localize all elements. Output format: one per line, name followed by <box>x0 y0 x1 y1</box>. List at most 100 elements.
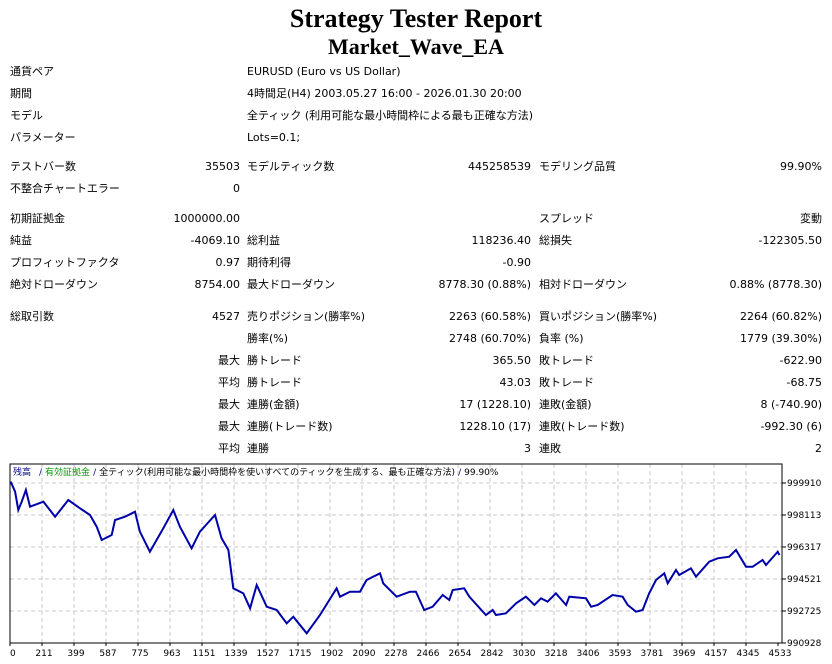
x-tick-label: 3781 <box>641 649 664 659</box>
stat-label: 連敗 <box>539 442 561 455</box>
legend-separator: / <box>39 468 43 478</box>
stat-label: 勝率(%) <box>247 332 289 345</box>
stat-value: 0.88% (8778.30) <box>729 278 822 291</box>
legend-separator: / <box>458 468 462 478</box>
stat-value: -622.90 <box>779 354 822 367</box>
stat-label: 連勝 <box>247 442 269 455</box>
info-label: 通貨ペア <box>10 65 54 78</box>
y-tick-label: 994521 <box>787 575 821 585</box>
stat-label: 絶対ドローダウン <box>10 278 98 291</box>
x-tick-label: 1715 <box>289 649 312 659</box>
stat-value: -992.30 (6) <box>760 420 822 433</box>
legend-balance: 残高 <box>13 466 31 478</box>
info-row: パラメーター Lots=0.1; <box>0 127 832 149</box>
stat-label: 相対ドローダウン <box>539 278 627 291</box>
stat-value: 1228.10 (17) <box>459 420 531 433</box>
stat-value: 平均 <box>218 442 240 455</box>
stat-value: 最大 <box>218 354 240 367</box>
ea-name: Market_Wave_EA <box>328 34 504 59</box>
stat-value: 2264 (60.82%) <box>739 310 822 323</box>
stat-value: 365.50 <box>492 354 532 367</box>
info-value: Lots=0.1; <box>247 131 301 144</box>
stat-value: 2263 (60.58%) <box>448 310 531 323</box>
x-tick-label: 775 <box>131 649 148 659</box>
x-tick-label: 3030 <box>513 649 536 659</box>
stats-row: プロフィットファクタ 0.97 期待利得 -0.90 <box>0 252 832 274</box>
stat-label: 敗トレード <box>539 376 594 389</box>
legend-model: 全ティック(利用可能な最小時間枠を使いすべてのティックを生成する、最も正確な方法… <box>99 466 455 478</box>
stat-value: 2748 (60.70%) <box>448 332 531 345</box>
stat-label: スプレッド <box>539 212 594 225</box>
stat-label: 総損失 <box>539 234 572 247</box>
stat-value: 445258539 <box>468 160 531 173</box>
y-tick-label: 998113 <box>787 511 821 521</box>
svg-text:/有効証拠金/全ティック(利用可能な最小時間枠を使いすべての: / 有効証拠金 / 全ティック(利用可能な最小時間枠を使いすべてのティックを生成する、… <box>39 466 499 478</box>
x-tick-label: 4157 <box>705 649 728 659</box>
stats-row: 純益 -4069.10 総利益 118236.40 総損失 -122305.50 <box>0 230 832 252</box>
stat-label: 連敗(金額) <box>539 398 592 411</box>
stat-value: 0.97 <box>215 256 241 269</box>
stat-value: 99.90% <box>780 160 822 173</box>
stat-label: 連敗(トレード数) <box>539 420 625 433</box>
x-tick-label: 1151 <box>193 649 216 659</box>
x-tick-label: 4345 <box>737 649 760 659</box>
chart-frame <box>9 463 783 644</box>
stat-label: モデルティック数 <box>247 160 335 173</box>
stats-row: 平均 勝トレード 43.03 敗トレード -68.75 <box>0 372 832 394</box>
stat-value: 平均 <box>218 376 240 389</box>
x-tick-label: 587 <box>99 649 116 659</box>
stat-value: 4527 <box>212 310 240 323</box>
stat-label: テストバー数 <box>10 160 76 173</box>
info-row: 期間 4時間足(H4) 2003.05.27 16:00 - 2026.01.30… <box>0 83 832 105</box>
info-row: 通貨ペア EURUSD (Euro vs US Dollar) <box>0 61 832 83</box>
stat-value: 3 <box>524 442 531 455</box>
stat-label: 最大ドローダウン <box>247 278 335 291</box>
legend-equity: 有効証拠金 <box>45 466 90 478</box>
stat-value: 118236.40 <box>471 234 532 247</box>
info-value: 全ティック (利用可能な最小時間枠による最も正確な方法) <box>247 109 534 122</box>
stats-row: 最大 勝トレード 365.50 敗トレード -622.90 <box>0 350 832 372</box>
stat-label: 純益 <box>10 234 32 247</box>
stat-value: -4069.10 <box>190 234 240 247</box>
x-tick-label: 3969 <box>673 649 696 659</box>
report-title: Strategy Tester Report <box>289 4 543 33</box>
stat-label: 勝トレード <box>247 376 302 389</box>
info-label: 期間 <box>10 87 32 100</box>
stats-row: 不整合チャートエラー 0 <box>0 178 832 200</box>
stat-value: 8 (-740.90) <box>760 398 822 411</box>
stat-label: 売りポジション(勝率%) <box>247 310 366 323</box>
stat-label: 期待利得 <box>247 256 291 269</box>
stat-label: 連勝(金額) <box>247 398 300 411</box>
stat-value: 変動 <box>800 212 822 225</box>
stat-value: 1779 (39.30%) <box>739 332 822 345</box>
info-label: パラメーター <box>10 131 76 144</box>
stats-row: 初期証拠金 1000000.00 スプレッド 変動 <box>0 208 832 230</box>
info-value: 4時間足(H4) 2003.05.27 16:00 - 2026.01.30 2… <box>247 87 522 100</box>
x-tick-label: 399 <box>67 649 84 659</box>
stat-value: 43.03 <box>499 376 532 389</box>
stat-value: -68.75 <box>786 376 822 389</box>
y-tick-label: 996317 <box>787 543 821 553</box>
info-label: モデル <box>10 109 43 122</box>
y-tick-label: 992725 <box>787 607 821 617</box>
stats-row: 勝率(%) 2748 (60.70%) 負率 (%) 1779 (39.30%) <box>0 328 832 350</box>
x-tick-label: 2842 <box>481 649 504 659</box>
stat-value: 8754.00 <box>194 278 241 291</box>
stat-label: 不整合チャートエラー <box>10 182 120 195</box>
y-tick-label: 990928 <box>787 639 822 649</box>
stat-label: 負率 (%) <box>539 332 584 345</box>
x-tick-label: 2654 <box>449 649 472 659</box>
stat-label: 初期証拠金 <box>10 212 65 225</box>
balance-line <box>9 481 781 635</box>
x-tick-label: 2090 <box>353 649 376 659</box>
x-tick-label: 0 <box>10 649 16 659</box>
y-tick-label: 999910 <box>787 479 822 489</box>
chart-grid <box>10 464 782 643</box>
info-value: EURUSD (Euro vs US Dollar) <box>247 65 401 78</box>
stat-label: 買いポジション(勝率%) <box>539 310 658 323</box>
info-row: モデル 全ティック (利用可能な最小時間枠による最も正確な方法) <box>0 105 832 127</box>
stat-label: モデリング品質 <box>539 160 616 173</box>
x-tick-label: 1902 <box>321 649 344 659</box>
x-tick-label: 3218 <box>545 649 568 659</box>
legend-separator: / <box>93 468 97 478</box>
